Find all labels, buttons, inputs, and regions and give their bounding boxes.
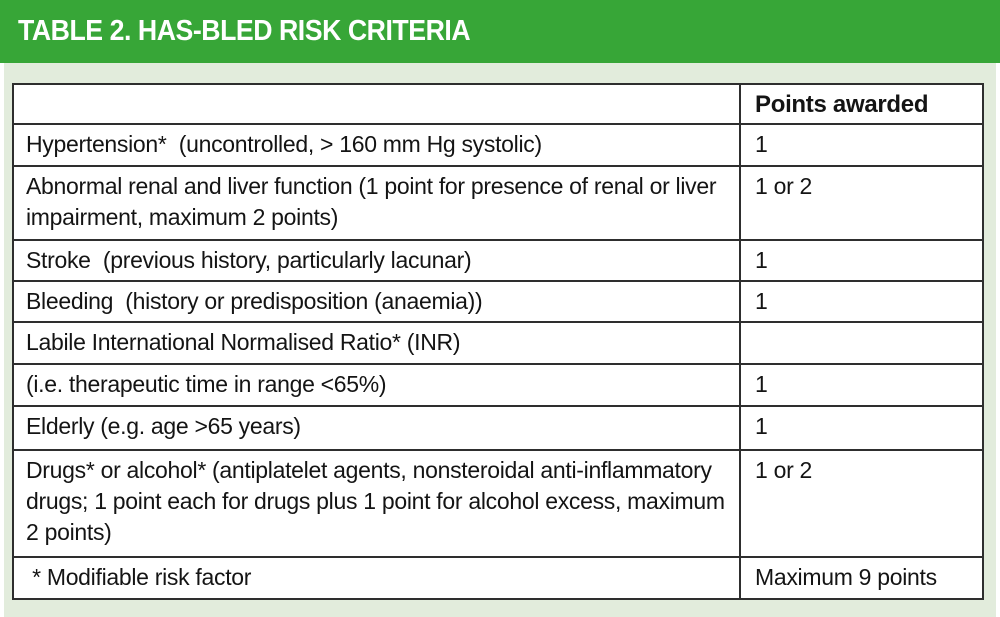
points-cell [739, 321, 984, 365]
table-title: TABLE 2. HAS-BLED RISK CRITERIA [18, 15, 471, 47]
points-cell: 1 or 2 [739, 165, 984, 241]
points-column-header: Points awarded [739, 83, 984, 125]
criteria-cell: Hypertension* (uncontrolled, > 160 mm Hg… [12, 123, 741, 167]
content-panel: Points awarded Hypertension* (uncontroll… [4, 63, 996, 617]
table-row-stroke: Stroke (previous history, particularly l… [12, 239, 984, 282]
points-cell: 1 [739, 363, 984, 407]
criteria-cell: (i.e. therapeutic time in range <65%) [12, 363, 741, 407]
criteria-cell: Abnormal renal and liver function (1 poi… [12, 165, 741, 241]
table-row-drugs-alcohol: Drugs* or alcohol* (antiplatelet agents,… [12, 449, 984, 558]
header-row: Points awarded [12, 83, 984, 125]
table-row-hypertension: Hypertension* (uncontrolled, > 160 mm Hg… [12, 123, 984, 167]
table-row-elderly: Elderly (e.g. age >65 years) 1 [12, 405, 984, 451]
criteria-column-header [12, 83, 741, 125]
criteria-cell: Drugs* or alcohol* (antiplatelet agents,… [12, 449, 741, 558]
points-cell: 1 or 2 [739, 449, 984, 558]
criteria-cell: Bleeding (history or predisposition (ana… [12, 280, 741, 323]
points-cell: 1 [739, 405, 984, 451]
table-row-therapeutic-range: (i.e. therapeutic time in range <65%) 1 [12, 363, 984, 407]
criteria-cell: Stroke (previous history, particularly l… [12, 239, 741, 282]
points-cell: Maximum 9 points [739, 556, 984, 600]
points-cell: 1 [739, 123, 984, 167]
table-row-renal-liver: Abnormal renal and liver function (1 poi… [12, 165, 984, 241]
table-row-bleeding: Bleeding (history or predisposition (ana… [12, 280, 984, 323]
points-cell: 1 [739, 280, 984, 323]
criteria-cell: Elderly (e.g. age >65 years) [12, 405, 741, 451]
table-title-bar: TABLE 2. HAS-BLED RISK CRITERIA [0, 0, 1000, 63]
criteria-cell: Labile International Normalised Ratio* (… [12, 321, 741, 365]
table-row-labile-inr: Labile International Normalised Ratio* (… [12, 321, 984, 365]
criteria-cell: * Modifiable risk factor [12, 556, 741, 600]
table-row-modifiable-footnote: * Modifiable risk factor Maximum 9 point… [12, 556, 984, 600]
points-cell: 1 [739, 239, 984, 282]
has-bled-criteria-table: Points awarded Hypertension* (uncontroll… [12, 83, 984, 600]
